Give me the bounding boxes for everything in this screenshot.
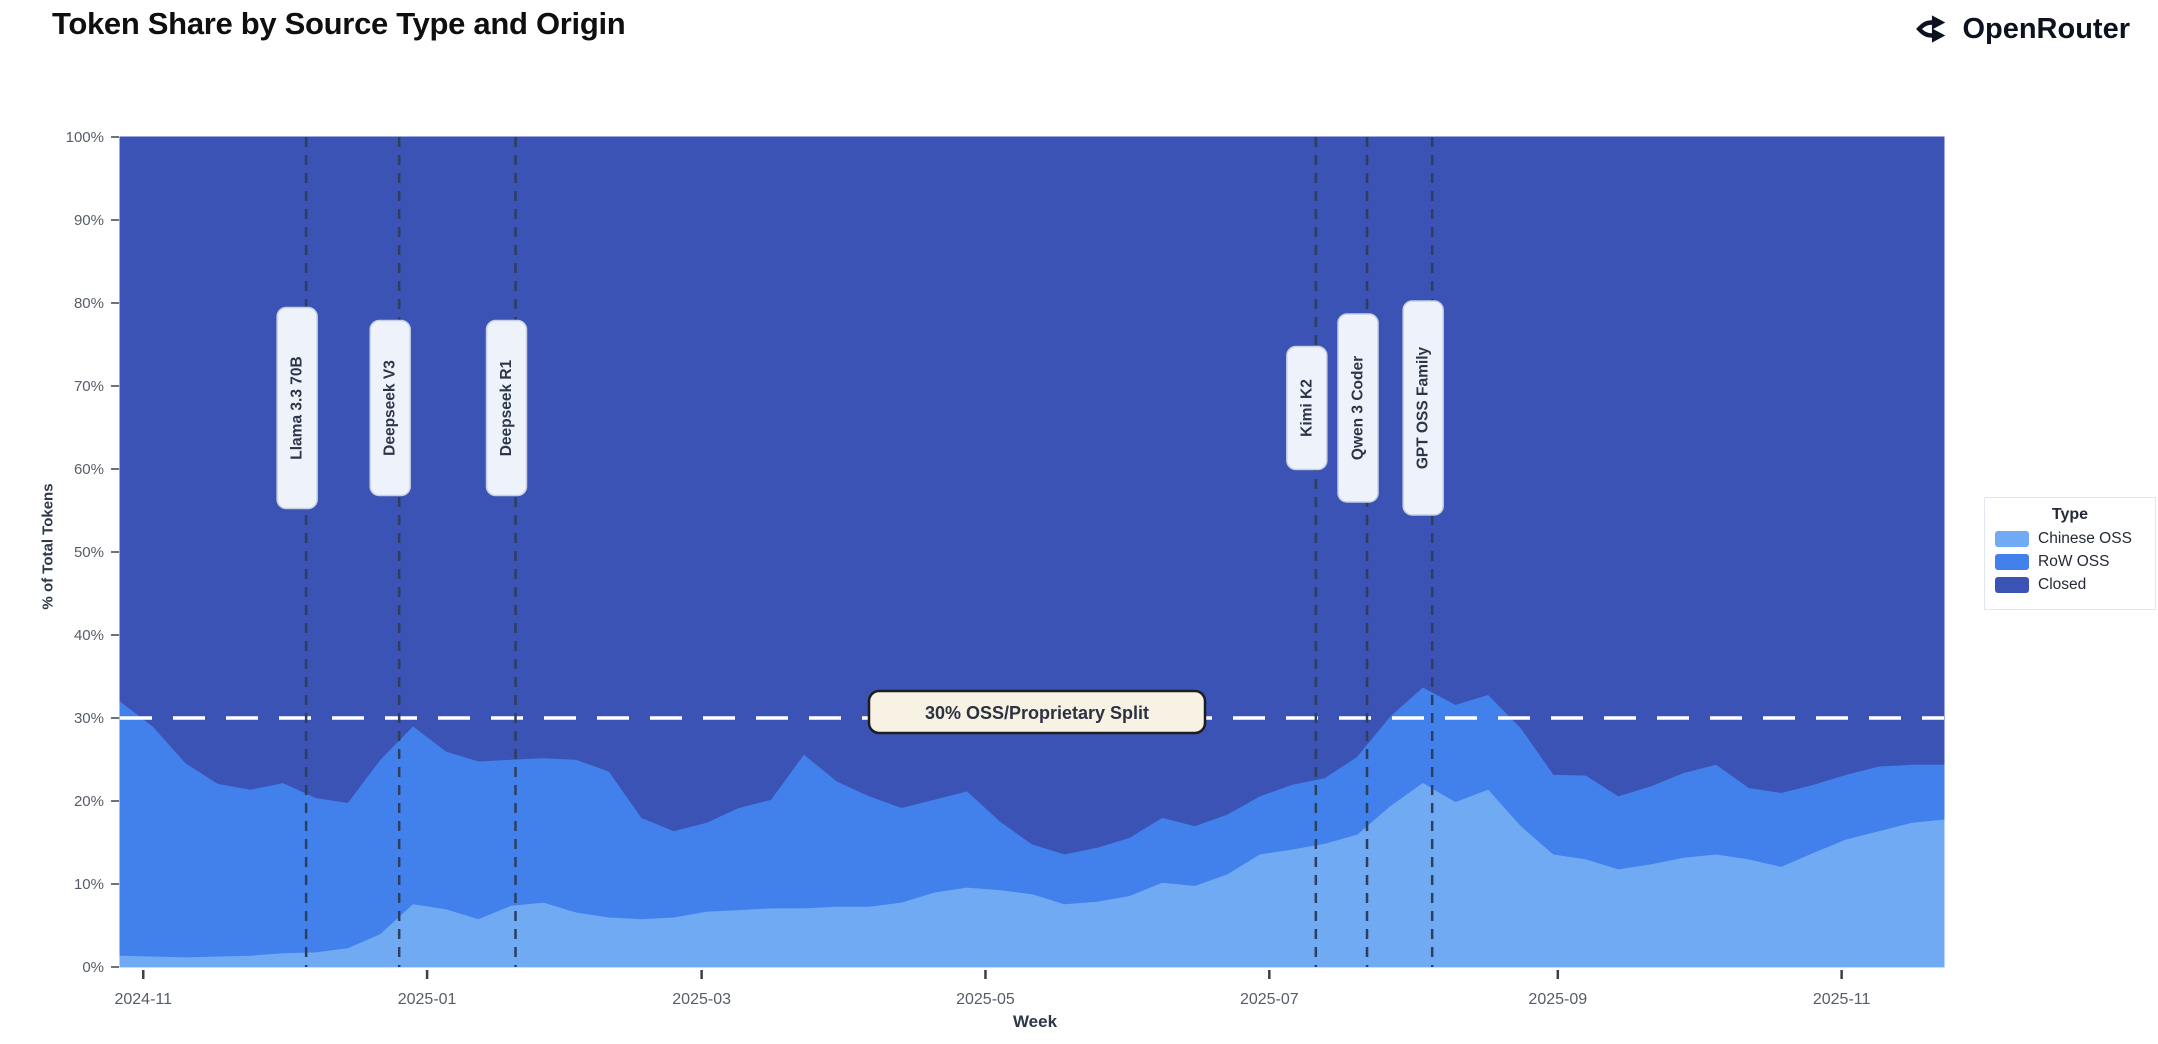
vline-label: GPT OSS Family bbox=[1402, 300, 1444, 516]
y-tick-label: 70% bbox=[74, 378, 104, 395]
svg-text:Deepseek R1: Deepseek R1 bbox=[498, 359, 515, 456]
openrouter-logo: OpenRouter bbox=[1912, 10, 2130, 48]
x-tick-label: 2024-11 bbox=[114, 991, 172, 1008]
legend: Type Chinese OSS RoW OSS Closed bbox=[1984, 497, 2156, 610]
vline-label: Deepseek R1 bbox=[485, 319, 528, 497]
svg-text:Deepseek V3: Deepseek V3 bbox=[382, 360, 399, 456]
y-tick-label: 20% bbox=[74, 793, 104, 810]
vline-label: Qwen 3 Coder bbox=[1337, 313, 1379, 503]
y-tick-label: 60% bbox=[74, 461, 104, 478]
legend-item-row-oss[interactable]: RoW OSS bbox=[1995, 553, 2145, 571]
x-tick-label: 2025-07 bbox=[1240, 991, 1299, 1008]
svg-text:Llama 3.3 70B: Llama 3.3 70B bbox=[289, 356, 306, 459]
vline-label: Kimi K2 bbox=[1286, 345, 1328, 471]
hline-label: 30% OSS/Proprietary Split bbox=[867, 689, 1207, 735]
legend-item-closed[interactable]: Closed bbox=[1995, 576, 2145, 594]
x-tick-label: 2025-11 bbox=[1813, 991, 1871, 1008]
x-tick-label: 2025-05 bbox=[956, 991, 1015, 1008]
openrouter-icon bbox=[1912, 10, 1950, 48]
legend-title: Type bbox=[2051, 506, 2089, 523]
y-tick-label: 100% bbox=[66, 129, 104, 146]
legend-items: Chinese OSS RoW OSS Closed bbox=[1995, 530, 2145, 594]
y-tick-label: 0% bbox=[82, 959, 104, 976]
y-tick-label: 50% bbox=[74, 544, 104, 561]
legend-item-label: RoW OSS bbox=[2038, 553, 2110, 570]
legend-item-label: Closed bbox=[2038, 576, 2087, 593]
legend-swatch bbox=[1995, 554, 2029, 570]
legend-swatch bbox=[1995, 577, 2029, 593]
legend-item-label: Chinese OSS bbox=[2038, 530, 2132, 547]
brand-name: OpenRouter bbox=[1962, 12, 2130, 45]
svg-text:GPT OSS Family: GPT OSS Family bbox=[1415, 346, 1432, 469]
x-tick-label: 2025-01 bbox=[398, 991, 457, 1008]
legend-swatch bbox=[1995, 531, 2029, 547]
x-tick-label: 2025-03 bbox=[672, 991, 731, 1008]
y-tick-label: 80% bbox=[74, 295, 104, 312]
svg-text:30% OSS/Proprietary Split: 30% OSS/Proprietary Split bbox=[925, 703, 1149, 723]
y-tick-label: 30% bbox=[74, 710, 104, 727]
area-chinese-oss bbox=[119, 783, 1945, 968]
x-tick-label: 2025-09 bbox=[1528, 991, 1587, 1008]
svg-text:Qwen 3 Coder: Qwen 3 Coder bbox=[1350, 356, 1367, 460]
legend-item-chinese-oss[interactable]: Chinese OSS bbox=[1995, 530, 2145, 548]
y-tick-label: 40% bbox=[74, 627, 104, 644]
y-tick-label: 10% bbox=[74, 876, 104, 893]
page-title: Token Share by Source Type and Origin bbox=[52, 6, 626, 41]
vline-label: Deepseek V3 bbox=[369, 319, 411, 497]
vline-label: Llama 3.3 70B bbox=[276, 306, 318, 510]
y-tick-label: 90% bbox=[74, 212, 104, 229]
svg-text:Kimi K2: Kimi K2 bbox=[1298, 379, 1315, 437]
x-axis-title: Week bbox=[1012, 1012, 1058, 1031]
y-axis-title: % of Total Tokens bbox=[39, 483, 57, 610]
